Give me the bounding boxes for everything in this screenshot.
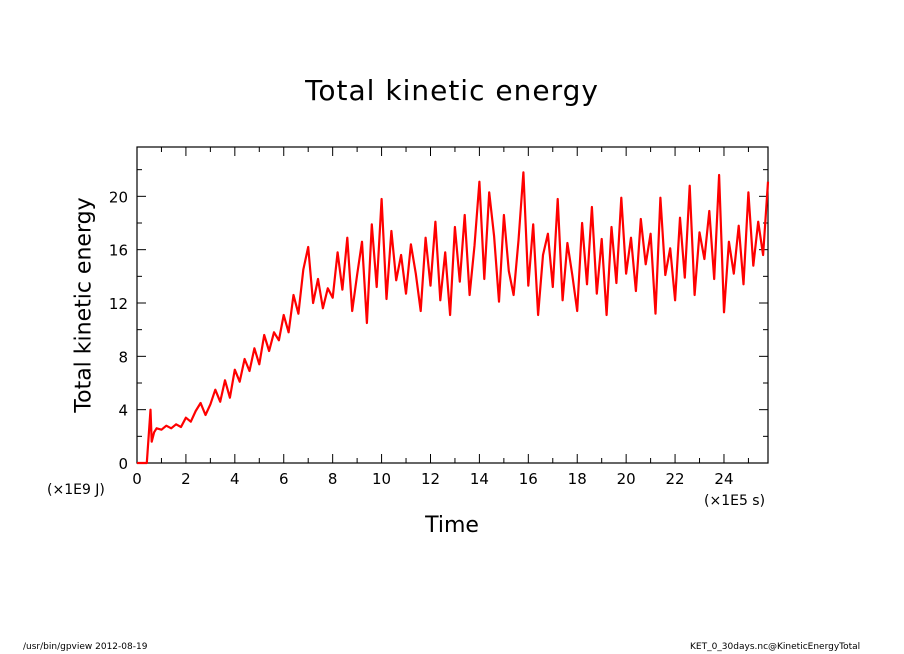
x-tick-label: 14: [470, 470, 489, 488]
y-tick-label: 4: [118, 402, 128, 420]
x-tick-label: 16: [519, 470, 538, 488]
x-tick-label: 8: [328, 470, 338, 488]
y-tick-label: 20: [109, 188, 128, 206]
x-tick-label: 12: [421, 470, 440, 488]
y-axis-unit: (×1E9 J): [47, 482, 105, 498]
x-tick-label: 2: [181, 470, 191, 488]
chart-title: Total kinetic energy: [305, 74, 599, 107]
x-axis-unit: (×1E5 s): [704, 493, 766, 509]
footer-dataset-name: KET_0_30days.nc@KineticEnergyTotal: [690, 642, 861, 652]
y-tick-label: 0: [118, 455, 128, 473]
x-tick-label: 10: [372, 470, 391, 488]
x-tick-label: 6: [279, 470, 289, 488]
x-tick-label: 20: [617, 470, 636, 488]
plot-frame: [136, 146, 769, 464]
y-tick-label: 12: [109, 295, 128, 313]
y-axis: 0 4 8 12 16 20: [109, 169, 768, 473]
x-axis: 0 2 4 6 8 10 12 14 16 18 20 22 24: [132, 147, 749, 488]
series-layer: [137, 171, 770, 465]
x-axis-label: Time: [425, 513, 479, 538]
y-axis-label: Total kinetic energy: [71, 197, 97, 413]
series-line: [137, 171, 770, 465]
y-tick-label: 16: [109, 242, 128, 260]
footer-program-date: /usr/bin/gpview 2012-08-19: [23, 642, 148, 652]
x-tick-label: 0: [132, 470, 142, 488]
x-tick-label: 24: [714, 470, 733, 488]
y-tick-label: 8: [118, 348, 128, 366]
x-tick-label: 22: [666, 470, 685, 488]
x-tick-label: 4: [230, 470, 240, 488]
x-tick-label: 18: [568, 470, 587, 488]
